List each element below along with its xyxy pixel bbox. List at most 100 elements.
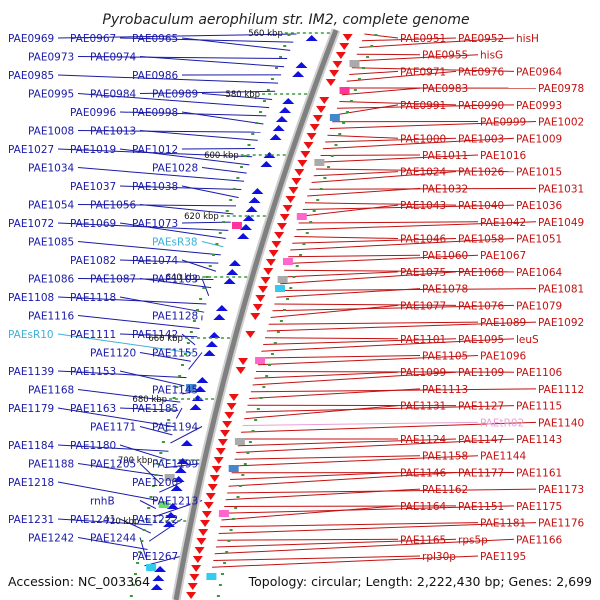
reverse-gene-label: PAE1042 [480,217,526,229]
tick-dot [248,441,252,443]
tick-dot [175,386,179,388]
forward-gene-label: PAEsR38 [152,237,198,249]
tick-dot [255,122,259,124]
forward-gene-label: PAE1163 [70,403,116,415]
tick-dot [316,199,320,201]
reverse-gene-label: PAE0999 [480,117,526,129]
tick-dot [136,562,140,564]
reverse-gene-label: PAE1068 [458,267,504,279]
forward-gene-glyph [154,566,167,572]
tick-dot [144,518,148,520]
feature-tile [274,285,285,292]
tick-dot [254,419,258,421]
tick-dot [229,529,233,531]
forward-strand-labels: PAE0969 PAE0967 PAE0965 PAE0973 PAE0974 PAE09… [8,33,199,563]
leader-line [280,271,457,285]
reverse-gene-glyph [200,520,211,527]
forward-gene-label: PAE1074 [132,255,179,267]
reverse-gene-glyph [205,493,216,500]
kbp-label: 700 kbp [118,456,153,466]
tick-dot [334,144,338,146]
tick-dot [295,265,299,267]
tick-dot [236,177,240,179]
leader-line [77,93,270,109]
reverse-gene-label: PAE0964 [516,66,563,78]
forward-gene-label: PAE1194 [152,422,199,434]
leader-line [139,463,162,485]
forward-gene-glyph [152,575,165,581]
tick-dot [361,67,365,69]
reverse-gene-label: rpl30p [422,551,456,563]
tick-dot [156,463,160,465]
leader-line [57,333,193,354]
reverse-gene-glyph [276,223,287,230]
forward-gene-glyph [213,314,226,320]
tick-dot [149,496,153,498]
forward-gene-glyph [269,134,282,140]
leader-line [270,304,399,318]
forward-gene-glyph [305,35,318,41]
reverse-gene-label: PAE1024 [400,167,447,179]
tick-dot [251,430,255,432]
leader-line [57,518,153,526]
forward-gene-label: PAE1013 [90,126,136,138]
leader-line [351,67,515,72]
tick-dot [178,375,182,377]
forward-gene-label: PAE1111 [70,329,116,341]
feature-tile [158,501,169,508]
leader-line [254,371,399,379]
forward-gene-label: PAE1082 [70,255,116,267]
reverse-gene-label: PAE1113 [422,384,468,396]
leader-line [119,148,250,166]
forward-gene-label: PAE1145 [152,385,198,397]
reverse-gene-glyph [257,286,268,293]
leader-line [188,352,203,370]
leader-line [334,104,399,116]
tick-dot [370,45,374,47]
tick-dot [243,155,247,157]
reverse-gene-glyph [252,304,263,311]
tick-dot [240,166,244,168]
backbone-line [173,29,339,600]
tick-dot [247,144,251,146]
forward-gene-glyph [150,584,163,590]
reverse-gene-label: PAE1106 [516,367,563,379]
reverse-gene-glyph [187,583,198,590]
reverse-gene-label: PAE1112 [538,384,584,396]
forward-gene-glyph [263,152,276,158]
feature-tile [231,222,242,229]
forward-gene-label: PAE1056 [90,200,137,212]
feature-tile [228,465,239,472]
reverse-gene-glyph [189,574,200,581]
forward-gene-label: PAE1038 [132,181,178,193]
topology-text: Topology: circular; Length: 2,222,430 bp… [248,574,592,589]
tick-dot [234,507,238,509]
leader-line [170,426,203,444]
forward-gene-label: PAE1180 [70,440,116,452]
reverse-gene-glyph [339,43,350,50]
leader-line [286,254,479,264]
tick-dot [229,199,233,201]
reverse-gene-glyph [192,556,203,563]
reverse-gene-glyph [226,403,237,410]
reverse-gene-glyph [319,97,330,104]
reverse-gene-label: PAE0990 [458,100,504,112]
forward-gene-glyph [189,404,202,410]
leader-line [77,167,245,182]
leader-line [57,407,175,428]
reverse-gene-glyph [220,430,231,437]
tick-dot [270,78,274,80]
reverse-gene-glyph [201,511,212,518]
reverse-gene-label: PAE1158 [422,451,468,463]
forward-gene-label: PAE1087 [90,274,136,286]
leader-line [228,471,457,487]
forward-gene-label: PAE1008 [28,126,74,138]
tick-dot [232,188,236,190]
tick-dot [227,540,231,542]
leader-line [364,33,399,39]
reverse-gene-label: PAE0976 [458,66,505,78]
forward-gene-label: PAE0998 [132,107,178,119]
leader-line [181,185,239,199]
forward-gene-glyph [223,278,236,284]
